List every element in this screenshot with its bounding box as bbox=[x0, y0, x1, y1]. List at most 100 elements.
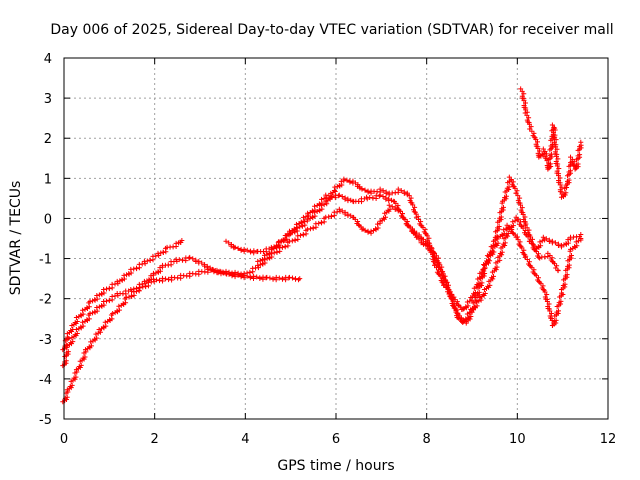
x-tick-label: 6 bbox=[332, 432, 340, 447]
series-track-3 bbox=[60, 202, 584, 405]
data-segment bbox=[87, 290, 107, 304]
data-segment bbox=[500, 177, 514, 204]
data-points bbox=[60, 86, 584, 405]
y-tick-label: 0 bbox=[44, 212, 52, 227]
data-segment bbox=[205, 266, 229, 277]
data-segment bbox=[323, 208, 343, 220]
data-segment bbox=[495, 231, 511, 260]
data-segment bbox=[459, 297, 475, 312]
data-segment bbox=[558, 184, 570, 200]
data-segment bbox=[286, 213, 312, 234]
data-segment bbox=[286, 227, 309, 244]
data-segment bbox=[490, 200, 506, 244]
y-tick-label: 2 bbox=[44, 132, 52, 147]
data-segment bbox=[101, 281, 121, 292]
data-point bbox=[179, 238, 185, 244]
data-segment bbox=[531, 270, 547, 293]
data-segment bbox=[540, 286, 557, 328]
data-segment bbox=[572, 142, 584, 172]
data-segment bbox=[522, 110, 534, 132]
data-point bbox=[297, 276, 303, 282]
plot-frame bbox=[63, 57, 609, 420]
data-segment bbox=[101, 293, 121, 304]
data-segment bbox=[413, 214, 429, 237]
y-axis-label: SDTVAR / TECUs bbox=[8, 181, 24, 296]
x-tick-label: 8 bbox=[423, 432, 431, 447]
series-track-1 bbox=[60, 238, 185, 353]
data-segment bbox=[150, 275, 175, 284]
y-tick-label: 1 bbox=[44, 172, 52, 187]
data-segment bbox=[404, 190, 421, 220]
data-segment bbox=[468, 297, 484, 312]
data-segment bbox=[568, 233, 583, 240]
x-axis-label: GPS time / hours bbox=[277, 458, 394, 474]
data-segment bbox=[527, 126, 538, 141]
data-segment bbox=[522, 254, 538, 277]
data-segment bbox=[255, 250, 275, 264]
data-segment bbox=[527, 238, 543, 261]
data-segment bbox=[155, 245, 169, 256]
data-segment bbox=[141, 253, 162, 264]
data-segment bbox=[73, 349, 89, 373]
data-segment bbox=[64, 369, 80, 393]
x-tick-label: 12 bbox=[600, 432, 617, 447]
data-segment bbox=[545, 125, 558, 172]
data-segment bbox=[305, 215, 327, 232]
data-segment bbox=[110, 296, 129, 317]
x-tick-label: 2 bbox=[151, 432, 159, 447]
data-segment bbox=[477, 241, 498, 276]
y-tick-label: 3 bbox=[44, 92, 52, 107]
series-track-2 bbox=[60, 254, 303, 369]
data-segment bbox=[536, 254, 551, 260]
data-segment bbox=[128, 261, 148, 272]
data-segment bbox=[73, 312, 92, 333]
data-segment bbox=[400, 214, 421, 240]
data-segment bbox=[468, 273, 485, 300]
data-segment bbox=[413, 234, 433, 254]
data-segment bbox=[486, 257, 503, 284]
data-segment bbox=[187, 268, 211, 277]
data-segment bbox=[60, 389, 71, 405]
data-segment bbox=[377, 206, 393, 224]
data-segment bbox=[477, 282, 493, 300]
data-segment bbox=[173, 255, 192, 264]
data-segment bbox=[549, 290, 566, 329]
data-segment bbox=[96, 312, 115, 333]
data-segment bbox=[223, 238, 237, 251]
y-tick-label: -1 bbox=[39, 253, 52, 268]
data-segment bbox=[164, 244, 179, 250]
x-tick-label: 4 bbox=[241, 432, 249, 447]
data-segment bbox=[114, 270, 134, 284]
y-tick-label: -5 bbox=[39, 413, 52, 428]
data-segment bbox=[64, 331, 80, 349]
data-segment bbox=[368, 188, 383, 195]
y-tick-label: -2 bbox=[39, 293, 52, 308]
data-segment bbox=[549, 122, 562, 177]
data-segment bbox=[305, 195, 330, 216]
data-segment bbox=[114, 288, 134, 297]
data-segment bbox=[545, 250, 561, 273]
data-segment bbox=[64, 319, 80, 337]
data-segment bbox=[513, 190, 529, 227]
data-segment bbox=[558, 248, 574, 292]
data-segment bbox=[223, 268, 247, 279]
data-segment bbox=[536, 150, 547, 160]
data-point bbox=[578, 139, 584, 145]
x-tick-label: 0 bbox=[60, 432, 68, 447]
data-point bbox=[578, 231, 584, 237]
data-segment bbox=[169, 272, 193, 281]
data-segment bbox=[459, 309, 475, 325]
y-tick-label: 4 bbox=[44, 52, 52, 67]
x-tick-label: 10 bbox=[509, 432, 526, 447]
data-segment bbox=[518, 86, 530, 115]
y-tick-label: -4 bbox=[39, 373, 52, 388]
data-segment bbox=[391, 198, 407, 221]
data-point bbox=[555, 268, 561, 274]
data-segment bbox=[386, 189, 401, 196]
data-segment bbox=[563, 158, 575, 188]
data-segment bbox=[73, 300, 92, 321]
data-segment bbox=[87, 302, 107, 317]
data-segment bbox=[241, 265, 261, 276]
